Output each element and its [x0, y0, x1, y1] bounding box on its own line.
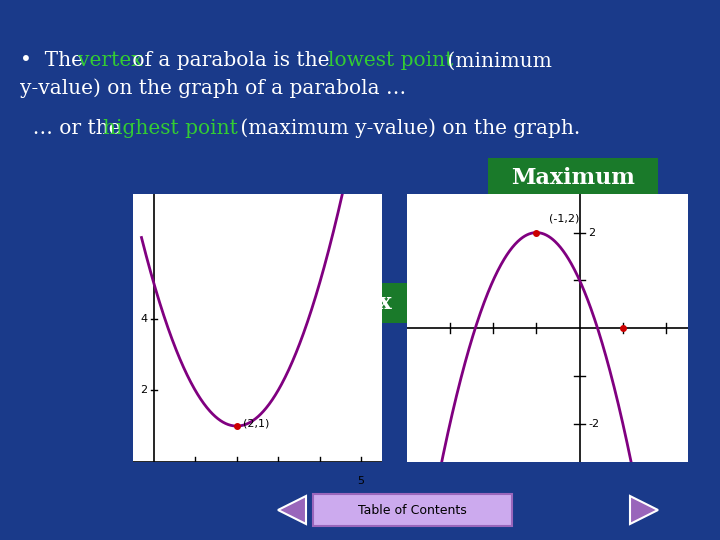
Text: vertex: vertex — [78, 51, 143, 70]
Text: … or the: … or the — [20, 119, 127, 138]
Text: Minimum: Minimum — [150, 402, 271, 424]
Text: 5: 5 — [357, 476, 364, 486]
FancyBboxPatch shape — [285, 283, 420, 323]
Text: 2: 2 — [140, 386, 148, 395]
Text: (-1,2): (-1,2) — [549, 213, 580, 223]
Text: lowest point: lowest point — [328, 51, 453, 70]
FancyBboxPatch shape — [313, 494, 512, 526]
Text: •  The: • The — [20, 51, 89, 70]
Text: y-value) on the graph of a parabola …: y-value) on the graph of a parabola … — [20, 78, 406, 98]
Text: (2,1): (2,1) — [243, 419, 269, 429]
Text: 2: 2 — [588, 227, 595, 238]
Text: of a parabola is the: of a parabola is the — [126, 51, 336, 70]
Text: -2: -2 — [588, 418, 599, 429]
Polygon shape — [630, 496, 658, 524]
Text: (maximum y-value) on the graph.: (maximum y-value) on the graph. — [234, 119, 580, 138]
Text: highest point: highest point — [103, 119, 238, 138]
Text: (minimum: (minimum — [441, 51, 552, 70]
Polygon shape — [278, 496, 306, 524]
Text: Table of Contents: Table of Contents — [358, 503, 467, 516]
FancyBboxPatch shape — [488, 158, 658, 198]
Text: Vertex: Vertex — [313, 292, 392, 314]
FancyBboxPatch shape — [133, 393, 288, 433]
Text: 4: 4 — [140, 314, 148, 324]
Text: Maximum: Maximum — [511, 167, 635, 189]
